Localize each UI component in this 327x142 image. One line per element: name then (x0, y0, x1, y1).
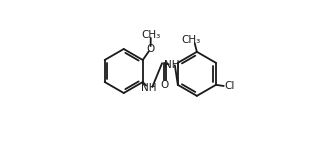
Text: NH: NH (142, 83, 157, 93)
Text: O: O (160, 80, 168, 90)
Text: O: O (146, 44, 155, 54)
Text: CH₃: CH₃ (141, 30, 160, 40)
Text: CH₃: CH₃ (181, 35, 201, 45)
Text: NH: NH (164, 60, 180, 70)
Text: Cl: Cl (224, 81, 235, 91)
